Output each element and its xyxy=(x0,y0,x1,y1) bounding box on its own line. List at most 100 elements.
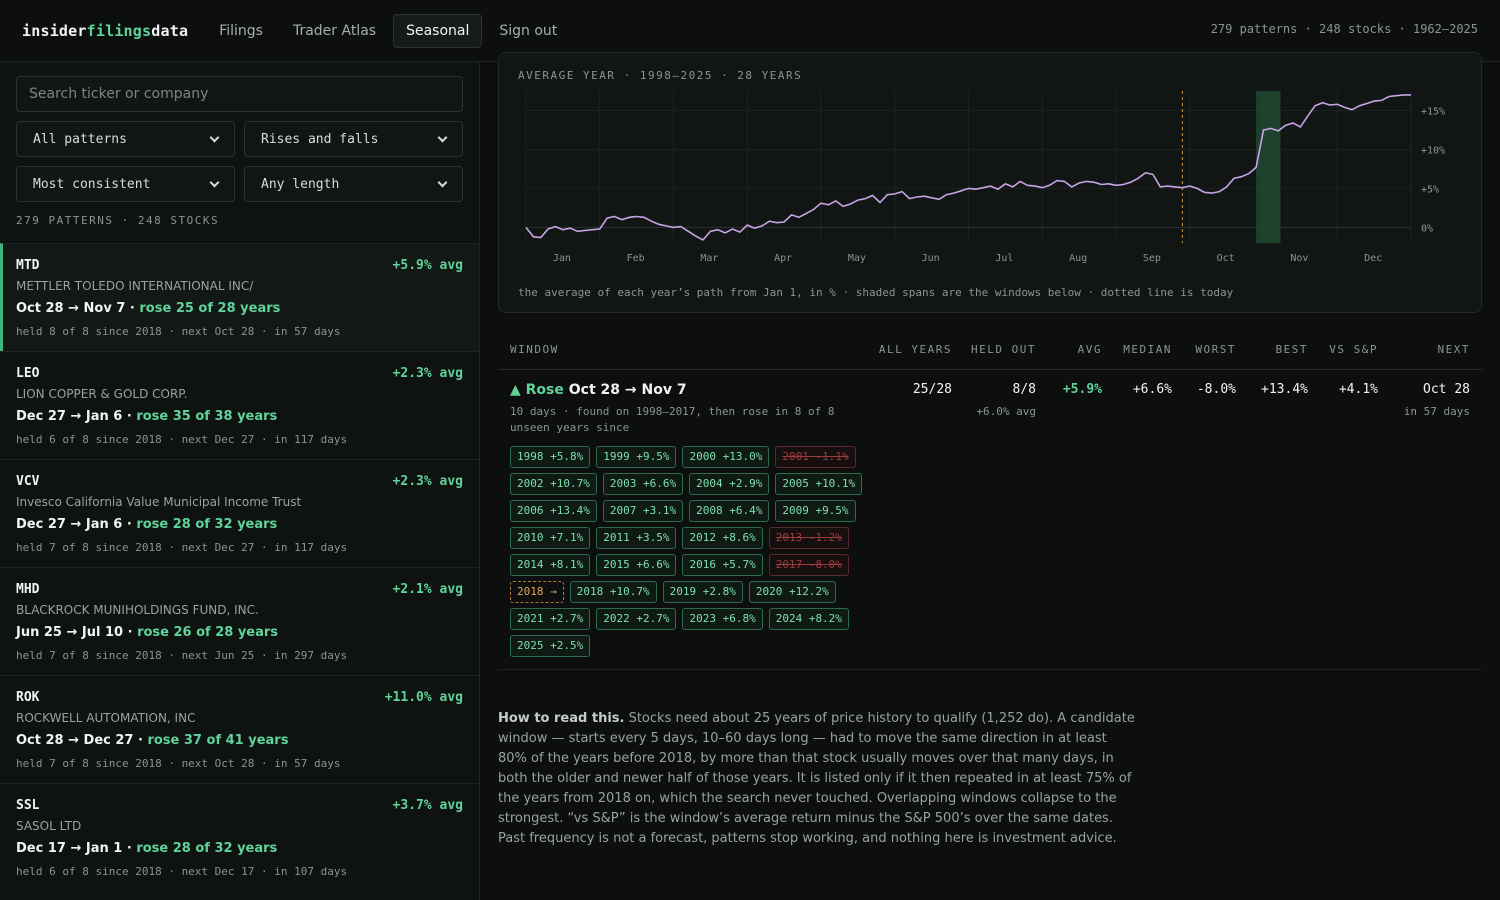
th-vs-sp: VS S&P xyxy=(1329,343,1378,356)
item-window: Oct 28 → Dec 27 · rose 37 of 41 years xyxy=(16,733,288,748)
direction-filter-select[interactable]: Rises and falls xyxy=(244,121,463,157)
list-item[interactable]: LEO +2.3% avg LION COPPER & GOLD CORP. D… xyxy=(0,351,479,459)
header-stats: 279 patterns · 248 stocks · 1962–2025 xyxy=(1210,22,1478,36)
list-item[interactable]: ROK +11.0% avg ROCKWELL AUTOMATION, INC … xyxy=(0,675,479,783)
x-tick-label: Sep xyxy=(1143,253,1161,264)
nav-sign-out[interactable]: Sign out xyxy=(499,22,558,39)
item-avg: +2.3% avg xyxy=(392,474,463,489)
how-to-read-text: Stocks need about 25 years of price hist… xyxy=(498,711,1135,846)
item-rose-count: rose 28 of 32 years xyxy=(136,517,278,532)
year-chip: 2007 +3.1% xyxy=(602,500,684,522)
list-item[interactable]: VCV +2.3% avg Invesco California Value M… xyxy=(0,459,479,567)
year-chip: 2024 +8.2% xyxy=(768,608,849,630)
x-tick-label: Jun xyxy=(922,253,940,264)
item-ticker: MHD xyxy=(16,582,40,597)
row-all-years: 25/28 xyxy=(912,382,952,397)
item-rose-count: rose 35 of 38 years xyxy=(136,409,278,424)
item-rose-count: rose 37 of 41 years xyxy=(147,733,289,748)
how-to-read-lead: How to read this. xyxy=(498,711,625,726)
search-input[interactable] xyxy=(16,76,463,112)
item-company: METTLER TOLEDO INTERNATIONAL INC/ xyxy=(16,279,254,293)
item-rose-count: rose 26 of 28 years xyxy=(137,625,279,640)
year-chip: 2001 -1.1% xyxy=(775,446,856,468)
site-logo[interactable]: insiderfilingsdata xyxy=(22,22,188,40)
item-avg: +3.7% avg xyxy=(392,798,463,813)
x-tick-label: Dec xyxy=(1364,253,1382,264)
list-item[interactable]: MTD +5.9% avg METTLER TOLEDO INTERNATION… xyxy=(0,243,479,351)
nav-seasonal[interactable]: Seasonal xyxy=(393,13,483,48)
year-chip: 2004 +2.9% xyxy=(689,473,770,495)
item-window: Dec 27 → Jan 6 · rose 35 of 38 years xyxy=(16,409,277,424)
item-company: BLACKROCK MUNIHOLDINGS FUND, INC. xyxy=(16,603,259,617)
year-chip: 2003 +6.6% xyxy=(602,473,684,495)
length-filter-value: Any length xyxy=(261,176,340,192)
year-chip: 2020 +12.2% xyxy=(748,581,836,603)
year-chip: 2016 +5.7% xyxy=(682,554,763,576)
logo-part-b: filings xyxy=(86,21,152,40)
item-ticker: SSL xyxy=(16,798,40,813)
year-chip: 2012 +8.6% xyxy=(682,527,763,549)
sort-value: Most consistent xyxy=(33,176,151,192)
row-direction: ▲ Rose xyxy=(510,382,564,398)
nav-trader-atlas[interactable]: Trader Atlas xyxy=(292,22,377,39)
y-tick-label: +10% xyxy=(1421,145,1445,156)
list-item[interactable]: MHD +2.1% avg BLACKROCK MUNIHOLDINGS FUN… xyxy=(0,567,479,675)
pattern-list: MTD +5.9% avg METTLER TOLEDO INTERNATION… xyxy=(0,243,479,891)
year-chip: 2018 +10.7% xyxy=(569,581,657,603)
item-avg: +5.9% avg xyxy=(392,258,463,273)
item-rose-count: rose 28 of 32 years xyxy=(136,841,278,856)
item-held: held 7 of 8 since 2018 · next Oct 28 · i… xyxy=(16,757,341,770)
result-counts: 279 PATTERNS · 248 STOCKS xyxy=(16,214,220,227)
table-row[interactable]: ▲ Rose Oct 28 → Nov 7 10 days · found on… xyxy=(498,370,1482,670)
y-tick-label: +15% xyxy=(1421,106,1445,117)
item-avg: +2.1% avg xyxy=(392,582,463,597)
logo-part-a: insider xyxy=(22,21,87,40)
year-chip: 2013 -1.2% xyxy=(768,527,849,549)
x-tick-label: Nov xyxy=(1290,253,1308,264)
x-tick-label: May xyxy=(848,253,866,264)
item-ticker: LEO xyxy=(16,366,40,381)
item-ticker: VCV xyxy=(16,474,40,489)
y-tick-label: 0% xyxy=(1421,223,1433,234)
year-chip: 1999 +9.5% xyxy=(596,446,677,468)
nav-filings[interactable]: Filings xyxy=(219,22,263,39)
th-held-out: HELD OUT xyxy=(971,343,1036,356)
th-avg: AVG xyxy=(1077,343,1102,356)
year-chip: 2009 +9.5% xyxy=(775,500,856,522)
item-company: ROCKWELL AUTOMATION, INC xyxy=(16,711,196,725)
item-avg: +11.0% avg xyxy=(384,690,463,705)
item-held: held 7 of 8 since 2018 · next Jun 25 · i… xyxy=(16,649,348,662)
item-window: Oct 28 → Nov 7 · rose 25 of 28 years xyxy=(16,301,280,316)
x-tick-label: Oct xyxy=(1217,253,1235,264)
item-ticker: ROK xyxy=(16,690,40,705)
chart-note: the average of each year’s path from Jan… xyxy=(518,286,1234,299)
list-item[interactable]: SSL +3.7% avg SASOL LTD Dec 17 → Jan 1 ·… xyxy=(0,783,479,891)
length-filter-select[interactable]: Any length xyxy=(244,166,463,202)
pattern-filter-select[interactable]: All patterns xyxy=(16,121,235,157)
logo-part-c: data xyxy=(151,21,189,40)
average-year-chart: AVERAGE YEAR · 1998–2025 · 28 YEARS +15%… xyxy=(498,52,1482,313)
x-tick-label: Feb xyxy=(627,253,645,264)
x-tick-label: Aug xyxy=(1069,253,1087,264)
main-nav: Filings Trader Atlas Seasonal Sign out xyxy=(206,13,570,48)
direction-filter-value: Rises and falls xyxy=(261,131,379,147)
top-header: insiderfilingsdata Filings Trader Atlas … xyxy=(0,0,1500,62)
item-avg: +2.3% avg xyxy=(392,366,463,381)
x-tick-label: Mar xyxy=(700,253,718,264)
year-chip: 2000 +13.0% xyxy=(682,446,770,468)
row-window-dates: Oct 28 → Nov 7 xyxy=(568,382,687,398)
how-to-read: How to read this. Stocks need about 25 y… xyxy=(498,709,1138,849)
row-next-days: in 57 days xyxy=(1403,405,1470,418)
year-chip: 2022 +2.7% xyxy=(596,608,677,630)
item-window-dates: Dec 27 → Jan 6 · xyxy=(16,517,137,532)
x-tick-label: Jul xyxy=(995,253,1013,264)
window-shade xyxy=(1256,91,1281,243)
item-window-dates: Oct 28 → Dec 27 · xyxy=(16,733,148,748)
th-window: WINDOW xyxy=(510,343,559,356)
th-worst: WORST xyxy=(1195,343,1236,356)
year-chip: 2008 +6.4% xyxy=(689,500,770,522)
item-window: Dec 27 → Jan 6 · rose 28 of 32 years xyxy=(16,517,277,532)
row-next: Oct 28 xyxy=(1423,382,1470,397)
sort-select[interactable]: Most consistent xyxy=(16,166,235,202)
year-chip: 1998 +5.8% xyxy=(510,446,591,468)
